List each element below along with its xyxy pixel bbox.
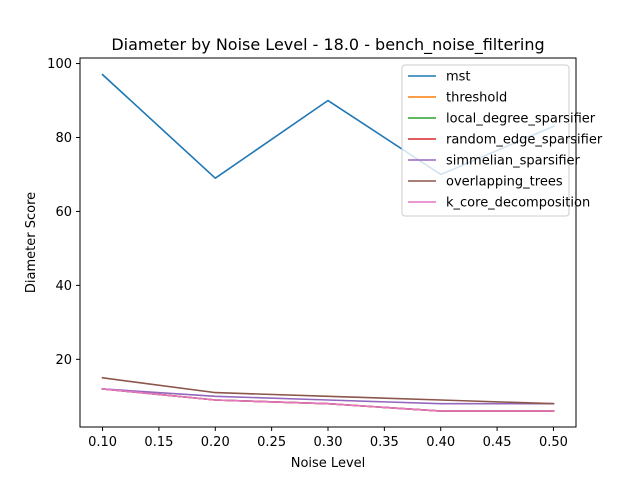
y-axis-label: Diameter Score [24, 192, 39, 293]
x-tick-label: 0.45 [483, 435, 512, 450]
series-line-overlapping-trees [101, 376, 555, 405]
y-tick-label: 100 [47, 57, 72, 72]
series-line-k-core-decomposition [101, 388, 555, 412]
x-tick-label: 0.35 [370, 435, 399, 450]
y-tick-label: 80 [55, 131, 72, 146]
legend-items: mst threshold local_degree_sparsifierrando… [408, 70, 603, 211]
x-tick-label: 0.30 [314, 435, 343, 450]
x-axis: 0.10 0.15 0.20 0.25 0.30 0.35 0.40 0.45 0.50 [88, 427, 568, 450]
x-tick-label: 0.50 [539, 435, 568, 450]
x-tick-label: 0.20 [201, 435, 230, 450]
series-layer [101, 73, 555, 412]
y-tick-label: 20 [55, 353, 72, 368]
x-tick-label: 0.10 [88, 435, 117, 450]
x-tick-label: 0.25 [257, 435, 286, 450]
legend-label: threshold [446, 91, 507, 106]
chart-title: Diameter by Noise Level - 18.0 - bench_n… [111, 35, 544, 55]
legend-label: overlapping_trees [446, 175, 563, 190]
legend-label: k_core_decomposition [446, 196, 590, 211]
series-line-simmelian-sparsifier [101, 388, 555, 405]
y-tick-label: 60 [55, 205, 72, 220]
x-axis-label: Noise Level [291, 456, 366, 471]
legend-label: random_edge_sparsifier [446, 133, 603, 148]
legend-label: mst [446, 70, 471, 85]
legend-label: local_degree_sparsifier [446, 112, 596, 127]
x-tick-label: 0.40 [426, 435, 455, 450]
x-tick-label: 0.15 [144, 435, 173, 450]
y-tick-label: 40 [55, 279, 72, 294]
legend: mst threshold local_degree_sparsifierrando… [401, 64, 603, 217]
legend-box [401, 64, 570, 217]
y-axis: 20 40 60 80 100 [47, 57, 80, 368]
legend-label: simmelian_sparsifier [446, 154, 581, 169]
